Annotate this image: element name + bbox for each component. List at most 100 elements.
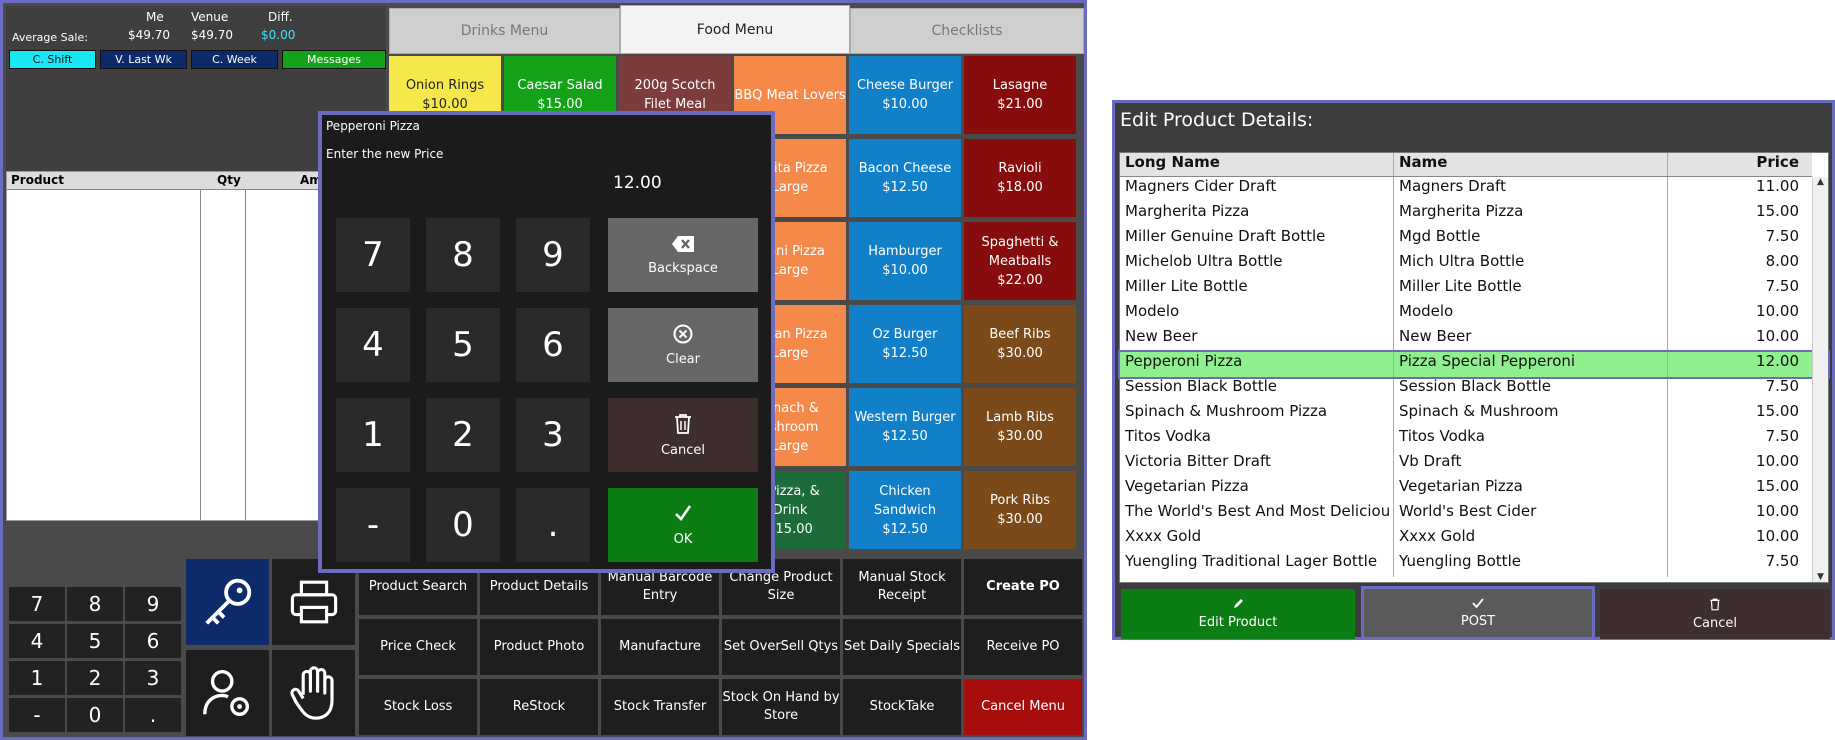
keypad-key-10[interactable]: 0 — [67, 698, 123, 732]
messages-button[interactable]: Messages — [282, 50, 386, 69]
product-row[interactable]: Magners Cider Draft Magners Draft 11.00 — [1120, 177, 1812, 202]
backspace-button[interactable]: Backspace — [608, 218, 758, 292]
menu-item-1-4[interactable]: Bacon Cheese $12.50 — [849, 139, 961, 217]
dialog-key-4[interactable]: 5 — [426, 308, 500, 382]
product-cell: World's Best Cider — [1394, 502, 1668, 527]
dialog-key-11[interactable]: . — [516, 488, 590, 562]
keypad-key-11[interactable]: . — [125, 698, 181, 732]
product-row-selected[interactable]: Pepperoni Pizza Pizza Special Pepperoni 12… — [1118, 350, 1830, 379]
function-button-1-5[interactable]: Receive PO — [964, 619, 1082, 675]
menu-item-line: $12.50 — [882, 346, 928, 361]
product-cell: 7.50 — [1765, 427, 1799, 445]
menu-item-3-5[interactable]: Beef Ribs $30.00 — [964, 305, 1076, 383]
dialog-key-2[interactable]: 9 — [516, 218, 590, 292]
edit-cancel-button[interactable]: Cancel — [1600, 589, 1830, 639]
menu-item-5-5[interactable]: Pork Ribs $30.00 — [964, 471, 1076, 549]
keypad-key-4[interactable]: 5 — [67, 624, 123, 658]
dialog-key-1[interactable]: 8 — [426, 218, 500, 292]
product-row[interactable]: New Beer New Beer 10.00 — [1120, 327, 1812, 352]
keypad-key-9[interactable]: - — [9, 698, 65, 732]
product-row[interactable]: Victoria Bitter Draft Vb Draft 10.00 — [1120, 452, 1812, 477]
v-last-week-button[interactable]: V. Last Wk — [100, 50, 187, 69]
function-button-0-5[interactable]: Create PO — [964, 559, 1082, 615]
dialog-key-3[interactable]: 4 — [336, 308, 410, 382]
c-week-button[interactable]: C. Week — [191, 50, 278, 69]
menu-item-1-5[interactable]: Ravioli $18.00 — [964, 139, 1076, 217]
scroll-down-icon[interactable]: ▼ — [1817, 572, 1824, 582]
keypad-key-5[interactable]: 6 — [125, 624, 181, 658]
keypad-key-7[interactable]: 2 — [67, 661, 123, 695]
keypad-key-6[interactable]: 1 — [9, 661, 65, 695]
function-button-2-3[interactable]: Stock On Hand by Store — [722, 679, 840, 735]
product-row[interactable]: Titos Vodka Titos Vodka 7.50 — [1120, 427, 1812, 452]
menu-item-3-4[interactable]: Oz Burger $12.50 — [849, 305, 961, 383]
scroll-up-icon[interactable]: ▲ — [1817, 177, 1824, 187]
product-cell: 12.00 — [1756, 352, 1799, 370]
menu-item-5-4[interactable]: Chicken Sandwich $12.50 — [849, 471, 961, 549]
user-settings-button[interactable] — [186, 650, 269, 736]
dialog-key-6[interactable]: 1 — [336, 398, 410, 472]
function-button-2-5[interactable]: Cancel Menu — [964, 679, 1082, 735]
product-cell: Mgd Bottle — [1394, 227, 1668, 252]
product-cell: 15.00 — [1756, 202, 1799, 220]
product-row[interactable]: Margherita Pizza Margherita Pizza 15.00 — [1120, 202, 1812, 227]
function-button-0-4[interactable]: Manual Stock Receipt — [843, 559, 961, 615]
product-row[interactable]: Modelo Modelo 10.00 — [1120, 302, 1812, 327]
function-button-1-2[interactable]: Manufacture — [601, 619, 719, 675]
printer-icon — [290, 580, 337, 624]
dialog-key-9[interactable]: - — [336, 488, 410, 562]
function-button-2-4[interactable]: StockTake — [843, 679, 961, 735]
price-input[interactable]: 12.00 — [613, 173, 662, 193]
dialog-key-0[interactable]: 7 — [336, 218, 410, 292]
edit-product-button[interactable]: Edit Product — [1121, 589, 1355, 639]
dialog-key-8[interactable]: 3 — [516, 398, 590, 472]
dialog-key-5[interactable]: 6 — [516, 308, 590, 382]
clear-button[interactable]: Clear — [608, 308, 758, 382]
tab-food-menu[interactable]: Food Menu — [620, 5, 850, 54]
tab-checklists[interactable]: Checklists — [850, 8, 1084, 54]
function-button-0-3[interactable]: Change Product Size — [722, 559, 840, 615]
product-row[interactable]: Vegetarian Pizza Vegetarian Pizza 15.00 — [1120, 477, 1812, 502]
function-button-2-0[interactable]: Stock Loss — [359, 679, 477, 735]
function-button-2-2[interactable]: Stock Transfer — [601, 679, 719, 735]
product-row[interactable]: Xxxx Gold Xxxx Gold 10.00 — [1120, 527, 1812, 552]
keypad-key-1[interactable]: 8 — [67, 587, 123, 621]
ok-button[interactable]: OK — [608, 488, 758, 562]
keypad-key-3[interactable]: 4 — [9, 624, 65, 658]
product-row[interactable]: Spinach & Mushroom Pizza Spinach & Mushro… — [1120, 402, 1812, 427]
menu-item-line: $12.50 — [882, 180, 928, 195]
product-row[interactable]: Miller Genuine Draft Bottle Mgd Bottle 7.5… — [1120, 227, 1812, 252]
product-row[interactable]: Michelob Ultra Bottle Mich Ultra Bottle 8.… — [1120, 252, 1812, 277]
hand-button[interactable] — [272, 650, 355, 736]
function-button-1-1[interactable]: Product Photo — [480, 619, 598, 675]
print-button[interactable] — [272, 559, 355, 645]
menu-item-0-5[interactable]: Lasagne $21.00 — [964, 56, 1076, 134]
function-button-1-3[interactable]: Set OverSell Qtys — [722, 619, 840, 675]
product-cell: Modelo — [1120, 302, 1394, 327]
function-button-1-0[interactable]: Price Check — [359, 619, 477, 675]
scrollbar[interactable]: ▲ ▼ — [1812, 177, 1828, 582]
dialog-cancel-button[interactable]: Cancel — [608, 398, 758, 472]
menu-item-4-4[interactable]: Western Burger $12.50 — [849, 388, 961, 466]
menu-item-2-5[interactable]: Spaghetti & Meatballs $22.00 — [964, 222, 1076, 300]
c-shift-button[interactable]: C. Shift — [9, 50, 96, 69]
menu-item-4-5[interactable]: Lamb Ribs $30.00 — [964, 388, 1076, 466]
product-row[interactable]: Session Black Bottle Session Black Bottle… — [1120, 377, 1812, 402]
menu-item-2-4[interactable]: Hamburger $10.00 — [849, 222, 961, 300]
product-row[interactable]: The World's Best And Most Deliciou World'… — [1120, 502, 1812, 527]
key-button[interactable] — [186, 559, 269, 645]
keypad-key-2[interactable]: 9 — [125, 587, 181, 621]
post-button[interactable]: POST — [1361, 586, 1595, 640]
tab-drinks-menu[interactable]: Drinks Menu — [389, 8, 620, 54]
function-button-1-4[interactable]: Set Daily Specials — [843, 619, 961, 675]
function-button-2-1[interactable]: ReStock — [480, 679, 598, 735]
product-row[interactable]: Yuengling Traditional Lager Bottle Yuengl… — [1120, 552, 1812, 577]
product-row[interactable]: Miller Lite Bottle Miller Lite Bottle 7.50 — [1120, 277, 1812, 302]
dialog-key-10[interactable]: 0 — [426, 488, 500, 562]
dialog-key-7[interactable]: 2 — [426, 398, 500, 472]
keypad-key-0[interactable]: 7 — [9, 587, 65, 621]
menu-item-0-3[interactable]: BBQ Meat Lovers — [734, 56, 846, 134]
menu-item-0-4[interactable]: Cheese Burger $10.00 — [849, 56, 961, 134]
menu-item-line: $30.00 — [997, 512, 1043, 527]
keypad-key-8[interactable]: 3 — [125, 661, 181, 695]
